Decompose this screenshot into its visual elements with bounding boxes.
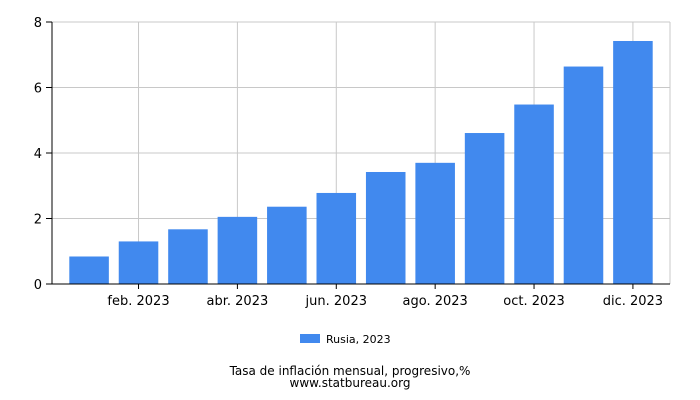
x-tick-label: ago. 2023 [403,294,468,309]
bars [69,40,653,285]
bar [118,241,159,284]
bar [464,133,505,284]
y-tick-label: 0 [34,278,42,293]
source-url: www.statbureau.org [290,376,411,390]
x-tick-label: dic. 2023 [603,294,663,309]
y-tick-label: 2 [34,213,42,228]
legend: Rusia, 2023 [300,333,391,346]
bar [514,104,554,284]
legend-label: Rusia, 2023 [326,333,391,346]
bar [415,162,455,284]
x-tick-label: oct. 2023 [503,294,565,309]
bar [217,216,258,284]
bar [316,192,357,284]
x-tick-label: feb. 2023 [107,294,169,309]
x-tick-label: jun. 2023 [305,294,367,309]
bar [563,66,604,284]
bar [613,40,653,285]
bar [365,171,406,284]
bar [168,229,208,284]
chart-caption: Tasa de inflación mensual, progresivo,% [229,364,471,378]
legend-swatch [300,334,320,343]
y-tick-label: 6 [34,82,42,97]
x-axis-ticks: feb. 2023 abr. 2023 jun. 2023 ago. 2023 oct.… [107,284,663,309]
x-tick-label: abr. 2023 [207,294,269,309]
y-tick-label: 8 [34,16,42,31]
y-axis-ticks: 0 2 4 6 8 [34,16,52,293]
bar [69,256,109,284]
bar [267,206,307,284]
y-tick-label: 4 [34,147,42,162]
